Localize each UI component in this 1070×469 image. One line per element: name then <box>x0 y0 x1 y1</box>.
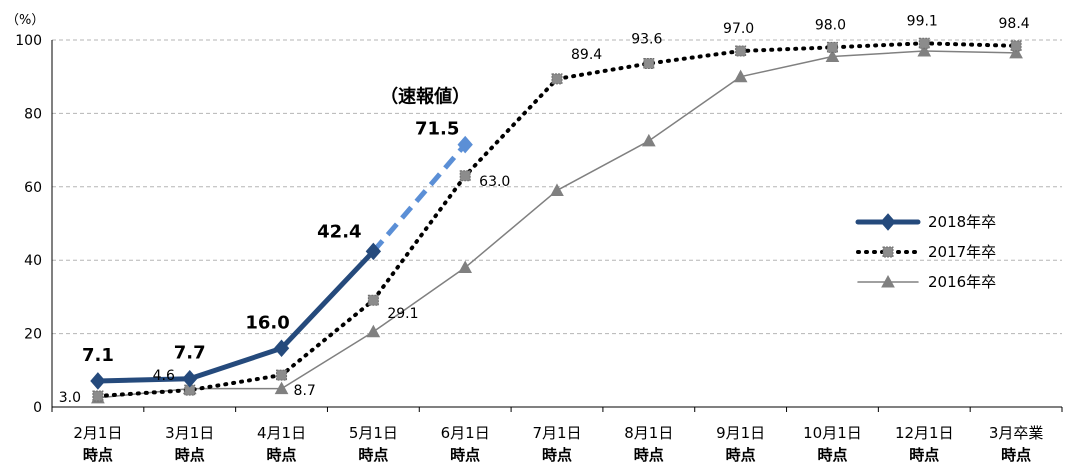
data-label-2017: 97.0 <box>723 21 754 37</box>
marker-2016年卒 <box>917 43 932 57</box>
marker-2016年卒 <box>274 381 289 395</box>
x-tick-label: 時点 <box>83 446 113 464</box>
y-tick-label: 40 <box>24 253 42 269</box>
marker-2017年卒 <box>551 73 563 85</box>
x-tick-label: 12月1日 <box>895 424 954 442</box>
data-label-2017: 63.0 <box>479 174 510 190</box>
x-tick-label: 10月1日 <box>803 424 862 442</box>
marker-2016年卒 <box>825 49 840 63</box>
legend-marker-2017年卒 <box>882 246 894 258</box>
data-label-2017: 4.6 <box>153 368 175 384</box>
marker-2017年卒 <box>918 37 930 49</box>
data-label-2018: 16.0 <box>245 312 289 333</box>
data-labels: 3.0 4.6 8.7 29.1 63.0 89.4 93.6 97.0 98.0 99.1 98.… <box>59 13 1030 406</box>
y-tick-label: 60 <box>24 180 42 196</box>
data-label-2017: 98.4 <box>999 16 1030 32</box>
data-label-2017: 3.0 <box>59 390 81 406</box>
x-tick-label: 3月卒業 <box>989 424 1044 442</box>
x-tick-label: 時点 <box>817 446 847 464</box>
x-tick-label: 9月1日 <box>716 424 765 442</box>
marker-2017年卒 <box>92 390 104 402</box>
preliminary-note: （速報値） <box>380 86 470 108</box>
x-tick-label: 4月1日 <box>257 424 306 442</box>
axes: （%） <box>6 13 1063 412</box>
y-tick-label: 0 <box>33 400 42 416</box>
marker-2018年卒 <box>90 372 106 390</box>
x-tick-label: 6月1日 <box>441 424 490 442</box>
marker-2017年卒 <box>826 41 838 53</box>
x-tick-label: 時点 <box>450 446 480 464</box>
preliminary-value-label: 71.5 <box>415 119 459 140</box>
data-label-2017: 98.0 <box>815 17 846 33</box>
y-tick-label: 20 <box>24 327 42 343</box>
y-unit-label: （%） <box>6 13 44 28</box>
marker-2018年卒 <box>365 242 382 261</box>
preliminary-marker <box>457 135 473 154</box>
marker-2016年卒 <box>550 183 564 196</box>
x-tick-label: 時点 <box>1001 446 1031 464</box>
x-tick-label: 7月1日 <box>532 424 581 442</box>
marker-2016年卒 <box>641 133 656 147</box>
x-tick-label: 時点 <box>267 446 297 464</box>
marker-2016年卒 <box>1009 45 1023 59</box>
y-tick-label: 80 <box>24 106 42 122</box>
x-tick-label: 時点 <box>542 446 572 464</box>
x-tick-label: 8月1日 <box>624 424 673 442</box>
data-label-2017: 8.7 <box>294 383 316 399</box>
preliminary-line <box>371 142 468 254</box>
data-label-2017: 99.1 <box>907 13 938 29</box>
x-tick-label: 2月1日 <box>73 424 122 442</box>
data-label-2018: 7.7 <box>174 343 206 364</box>
marker-2016年卒 <box>458 260 473 274</box>
series-line-2018年卒 <box>95 248 376 384</box>
marker-2017年卒 <box>735 45 747 57</box>
marker-2018年卒 <box>182 369 198 388</box>
legend-label: 2018年卒 <box>928 213 996 231</box>
x-tick-label: 時点 <box>634 446 664 464</box>
data-label-2017: 29.1 <box>387 306 418 322</box>
marker-2017年卒 <box>643 57 655 69</box>
marker-2017年卒 <box>459 170 471 182</box>
x-tick-label: 3月1日 <box>165 424 214 442</box>
x-tick-label: 時点 <box>909 446 939 464</box>
legend-label: 2016年卒 <box>928 273 996 291</box>
marker-2017年卒 <box>367 294 379 306</box>
marker-2016年卒 <box>366 324 381 338</box>
legend-label: 2017年卒 <box>928 243 996 261</box>
y-tick-labels: 0 20 40 60 80 100 <box>15 33 42 416</box>
marker-2016年卒 <box>733 69 748 83</box>
marker-2017年卒 <box>276 369 288 381</box>
data-label-2018: 42.4 <box>317 221 361 242</box>
x-tick-label: 5月1日 <box>349 424 398 442</box>
marker-2018年卒 <box>273 339 290 358</box>
legend-marker-2016年卒 <box>881 274 895 288</box>
x-tick-label: 時点 <box>175 446 205 464</box>
series-markers <box>90 37 1023 404</box>
x-tick-label: 時点 <box>358 446 388 464</box>
data-label-2018: 7.1 <box>82 345 114 366</box>
y-tick-label: 100 <box>15 33 42 49</box>
marker-2017年卒 <box>1010 40 1022 52</box>
legend: 2018年卒 2017年卒 2016年卒 <box>855 213 996 291</box>
data-label-2017: 93.6 <box>631 31 662 47</box>
x-tick-label: 時点 <box>726 446 756 464</box>
data-label-2017: 89.4 <box>571 47 602 63</box>
legend-marker-2018年卒 <box>880 213 896 231</box>
